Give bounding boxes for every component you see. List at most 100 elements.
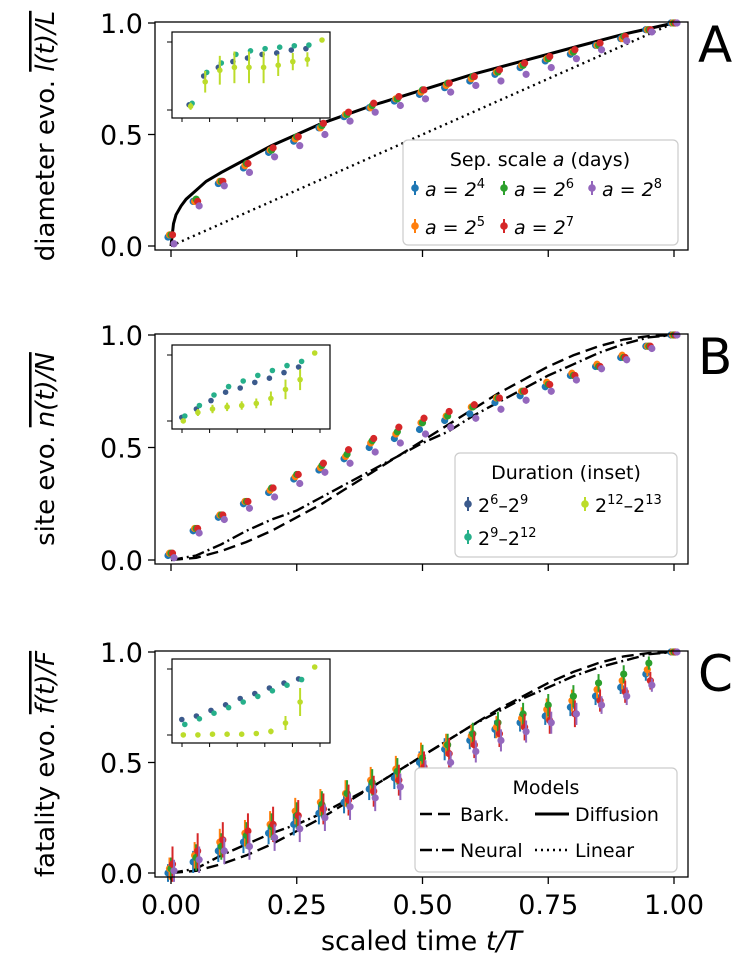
legend-marker <box>464 533 472 541</box>
data-point <box>319 805 327 813</box>
inset-series-dur2 <box>182 676 305 728</box>
legend-label-base: 2 <box>508 528 520 550</box>
data-point <box>220 182 228 190</box>
y-tick-label: 1.0 <box>100 321 143 352</box>
inset-point <box>254 693 261 700</box>
inset-point <box>298 676 305 683</box>
inset-point <box>195 409 201 416</box>
inset-point <box>231 64 238 71</box>
inset-C <box>167 658 331 747</box>
inset-point <box>209 731 216 737</box>
data-point <box>321 814 329 822</box>
legend-label: a = 25 <box>425 215 485 239</box>
data-point <box>645 659 653 667</box>
data-point <box>594 679 603 687</box>
inset-point <box>253 400 260 407</box>
inset-series-dur2 <box>182 358 305 419</box>
data-point <box>415 425 424 434</box>
inset-point <box>246 64 252 71</box>
inset-point <box>225 704 232 711</box>
data-point <box>294 133 302 141</box>
legend-label-base: 2 <box>508 495 520 517</box>
data-point <box>245 168 254 177</box>
legend-label-dash: – <box>498 528 508 550</box>
model-line-bark <box>170 333 675 562</box>
legend-label-exp: 12 <box>607 493 624 508</box>
data-point <box>168 231 177 239</box>
data-point <box>572 710 581 718</box>
series-a8 <box>170 19 681 248</box>
data-point <box>170 240 178 248</box>
inset-series-dur3 <box>180 369 303 424</box>
data-point <box>321 468 329 476</box>
inset-point <box>290 58 296 65</box>
legend-marker <box>500 222 508 230</box>
data-point <box>421 95 430 103</box>
legend-A: Sep. scale a (days)a = 24 a = 26 a = 28a =… <box>402 139 679 246</box>
legend-label: a = 27 <box>514 215 574 239</box>
data-point <box>472 81 480 90</box>
inset-point <box>282 386 289 393</box>
legend-entry-a8: a = 28 <box>588 177 662 201</box>
legend-label-base: a = 2 <box>425 217 477 239</box>
inset-point <box>269 688 276 694</box>
legend-label-base: a = 2 <box>425 179 477 201</box>
inset-A <box>167 31 331 122</box>
inset-point <box>252 379 258 386</box>
data-point <box>648 681 656 689</box>
data-point <box>466 410 474 418</box>
data-point <box>469 730 477 738</box>
legend-entry-dotted: Linear <box>535 840 634 862</box>
y-tick-label: 0.5 <box>100 434 143 465</box>
data-point <box>497 736 505 745</box>
legend-label: Neural <box>460 840 523 862</box>
legend-label: Bark. <box>460 804 510 826</box>
inset-point <box>262 45 268 52</box>
legend-label-exp: 6 <box>490 493 498 508</box>
data-point <box>447 423 455 431</box>
inset-series-dur3 <box>180 688 303 738</box>
data-point <box>396 439 404 447</box>
legend-label: a = 28 <box>602 177 662 201</box>
y-axis-label-text: site evo. <box>31 427 61 546</box>
legend-title-var: a <box>553 149 565 171</box>
legend-box <box>414 767 678 873</box>
x-tick-label: 1.00 <box>644 890 704 921</box>
inset-point <box>254 372 261 379</box>
inset-point <box>180 732 187 738</box>
data-point <box>522 396 530 404</box>
data-point <box>294 470 302 479</box>
data-point <box>371 448 379 456</box>
y-axis-label-math: f(t)/F <box>31 650 61 714</box>
data-point <box>195 529 203 537</box>
legend-label: a = 26 <box>514 177 574 201</box>
inset-point <box>224 731 230 737</box>
data-point <box>269 820 277 828</box>
legend-label-exp: 8 <box>654 177 662 192</box>
data-point <box>495 66 504 74</box>
inset-B <box>167 344 331 433</box>
legend-label-dash: – <box>624 495 634 517</box>
legend-label: Linear <box>575 840 634 862</box>
inset-point <box>240 378 246 384</box>
inset-point <box>225 383 232 390</box>
legend-label-base: 2 <box>478 495 490 517</box>
data-point <box>519 710 527 718</box>
legend-label-base: 2 <box>633 495 645 517</box>
data-point <box>195 202 203 210</box>
legend-marker <box>500 184 508 192</box>
legend-label-exp: 13 <box>645 493 662 508</box>
legend-entry-dashed: Bark. <box>420 804 510 826</box>
inset-point <box>298 358 305 365</box>
data-point <box>596 39 604 47</box>
data-point <box>269 144 277 152</box>
inset-point <box>179 716 185 723</box>
inset-frame <box>171 31 331 119</box>
data-point <box>395 92 403 101</box>
legend-marker <box>411 222 419 230</box>
data-point <box>296 142 304 150</box>
data-point <box>344 108 353 116</box>
data-point <box>497 77 505 85</box>
data-point <box>673 331 681 339</box>
